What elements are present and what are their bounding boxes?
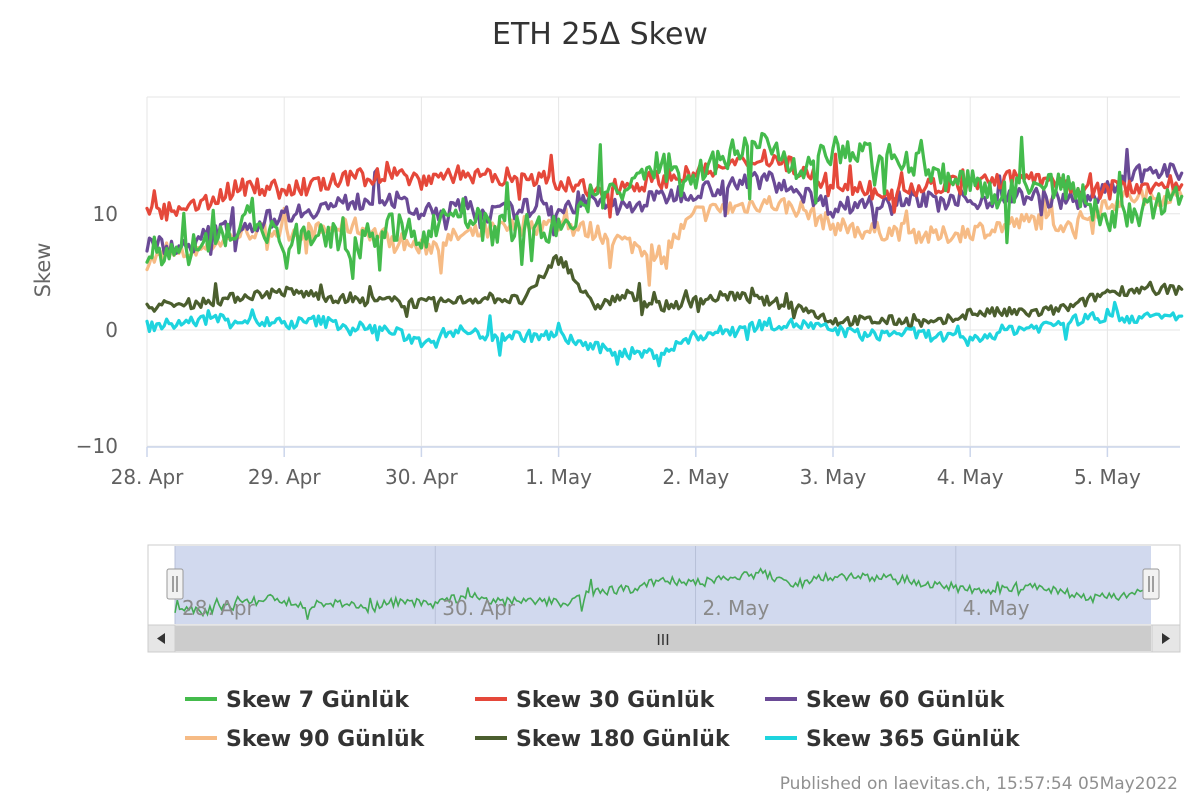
credit-text[interactable]: Published on laevitas.ch, 15:57:54 05May… (780, 774, 1178, 794)
legend-label: Skew 60 Günlük (806, 688, 1006, 713)
nav-x-label: 2. May (703, 596, 770, 620)
series-line (145, 300, 1184, 368)
x-tick-label: 5. May (1074, 465, 1141, 489)
y-tick-label: 0 (105, 318, 118, 342)
navigator-selection[interactable] (175, 546, 1151, 624)
x-tick-label: 2. May (662, 465, 729, 489)
legend-label: Skew 30 Günlük (516, 688, 716, 713)
legend-item[interactable]: Skew 365 Günlük (765, 727, 1021, 752)
scrollbar-thumb[interactable] (175, 626, 1151, 651)
legend-label: Skew 7 Günlük (226, 688, 410, 713)
x-axis-ticks: 28. Apr 29. Apr 30. Apr 1. May 2. May 3. May 4… (111, 447, 1141, 489)
navigator-handle-right[interactable] (1142, 568, 1160, 600)
scrollbar-grip: III (656, 631, 669, 649)
y-tick-label: −10 (76, 434, 118, 458)
navigator-labels: 28. Apr 30. Apr 2. May 4. May (182, 596, 1030, 620)
x-tick-label: 1. May (525, 465, 592, 489)
chart-title: ETH 25Δ Skew (492, 17, 708, 52)
series-line (145, 185, 1184, 287)
series-line (145, 131, 1184, 280)
x-tick-label: 3. May (800, 465, 867, 489)
navigator[interactable]: 28. Apr 30. Apr 2. May 4. May (147, 544, 1181, 626)
x-tick-label: 30. Apr (385, 465, 459, 489)
legend-label: Skew 180 Günlük (516, 727, 731, 752)
legend: Skew 7 Günlük Skew 30 Günlük Skew 60 Günlü… (185, 688, 1021, 752)
legend-item[interactable]: Skew 90 Günlük (185, 727, 426, 752)
x-tick-label: 29. Apr (248, 465, 322, 489)
nav-series-line (174, 567, 1157, 620)
nav-x-label: 4. May (963, 596, 1030, 620)
legend-label: Skew 365 Günlük (806, 727, 1021, 752)
series-line (145, 254, 1184, 329)
legend-item[interactable]: Skew 60 Günlük (765, 688, 1006, 713)
legend-item[interactable]: Skew 7 Günlük (185, 688, 410, 713)
nav-x-label: 30. Apr (442, 596, 516, 620)
legend-item[interactable]: Skew 30 Günlük (475, 688, 716, 713)
x-tick-label: 4. May (937, 465, 1004, 489)
y-axis-label: Skew (31, 243, 55, 298)
y-axis-ticks: 10 0 −10 (76, 202, 118, 458)
arrow-left-icon (157, 633, 165, 644)
x-tick-label: 28. Apr (111, 465, 185, 489)
legend-item[interactable]: Skew 180 Günlük (475, 727, 731, 752)
plot-grid (146, 96, 1180, 448)
scroll-right-button[interactable] (1151, 624, 1181, 653)
legend-label: Skew 90 Günlük (226, 727, 426, 752)
y-tick-label: 10 (93, 202, 118, 226)
series-line (145, 148, 1184, 222)
navigator-series (174, 567, 1157, 620)
scroll-left-button[interactable] (147, 624, 176, 653)
arrow-right-icon (1162, 633, 1170, 644)
scrollbar[interactable]: III (147, 624, 1181, 653)
plot-series (145, 131, 1184, 368)
navigator-handle-left[interactable] (166, 568, 184, 600)
nav-x-label: 28. Apr (182, 596, 256, 620)
